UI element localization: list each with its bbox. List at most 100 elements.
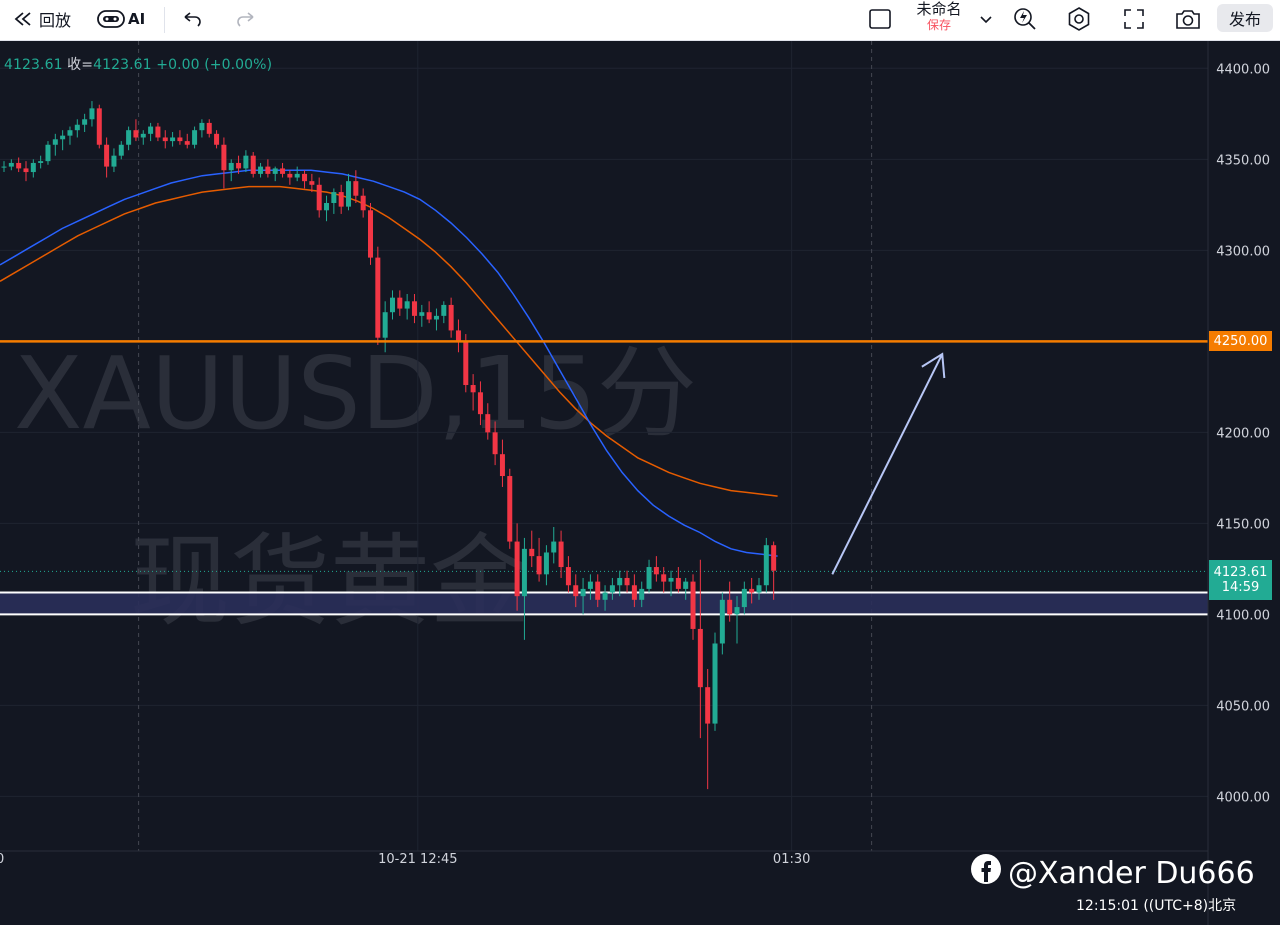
- layout-dropdown-button[interactable]: [978, 4, 994, 34]
- candle-body: [382, 312, 388, 338]
- candle-body: [60, 135, 66, 140]
- undo-icon: [180, 8, 204, 30]
- projection-arrow[interactable]: [831, 352, 946, 575]
- layout-square-button[interactable]: [868, 4, 892, 34]
- candle-body: [177, 137, 183, 142]
- candle-body: [243, 155, 249, 169]
- candle-body: [280, 168, 286, 174]
- candle-body: [675, 577, 681, 589]
- candle-body: [236, 162, 242, 169]
- candle-body: [492, 432, 498, 455]
- candle-body: [727, 599, 733, 615]
- time-axis[interactable]: 0 10-21 12:45 01:30: [0, 852, 1208, 872]
- watermark-name: 现货黄金: [130, 523, 530, 640]
- price-axis[interactable]: 4000.00 4050.00 4100.00 4150.00 4200.00 4250.…: [0, 41, 1270, 925]
- arrow-shaft: [831, 353, 944, 575]
- candle-body: [565, 567, 571, 586]
- candle-body: [426, 312, 432, 320]
- session-clock[interactable]: 12:15:01 ((UTC+8)北京: [1076, 895, 1236, 915]
- candle-body: [433, 315, 439, 320]
- candle-body: [741, 588, 747, 608]
- close-value: 4123.61: [93, 57, 152, 73]
- candle-body: [734, 607, 740, 615]
- price-tick-label: 4400.00: [1216, 62, 1270, 77]
- settings-button[interactable]: [1066, 4, 1092, 34]
- redo-icon: [234, 8, 258, 30]
- square-icon: [868, 7, 892, 31]
- snapshot-button[interactable]: [1174, 4, 1202, 34]
- layout-name-button[interactable]: 未命名 保存: [908, 0, 970, 32]
- candle-body: [756, 585, 762, 593]
- fullscreen-icon: [1122, 7, 1146, 31]
- top-toolbar: 回放 AI 未命名 保存: [0, 0, 1280, 41]
- candle-body: [609, 585, 615, 593]
- ai-button[interactable]: AI: [96, 4, 145, 34]
- clock-timezone: ((UTC+8)北京: [1143, 898, 1237, 914]
- candle-body: [668, 577, 674, 582]
- facebook-icon: [970, 853, 1002, 893]
- candle-body: [140, 133, 146, 138]
- quick-search-button[interactable]: [1012, 4, 1038, 34]
- candle-body: [324, 203, 330, 211]
- candle-body: [16, 162, 22, 169]
- candle-body: [448, 304, 454, 331]
- candle-body: [763, 545, 769, 586]
- candle-body: [8, 162, 14, 167]
- candle-body: [118, 144, 124, 156]
- price-tick-label: 4150.00: [1216, 517, 1270, 532]
- candle-body: [653, 567, 659, 575]
- candle-body: [397, 297, 403, 309]
- candle-body: [499, 454, 505, 477]
- candle-body: [199, 122, 205, 131]
- arrow-head: [921, 352, 946, 379]
- candle-body: [404, 301, 410, 309]
- first-value: 4123.61: [4, 57, 63, 73]
- camera-icon: [1174, 7, 1202, 31]
- candle-body: [206, 122, 212, 134]
- candle-body: [705, 687, 711, 724]
- candle-body: [221, 144, 227, 171]
- price-tick-label: 4300.00: [1216, 244, 1270, 259]
- redo-button[interactable]: [234, 4, 258, 34]
- candle-body: [338, 192, 344, 207]
- replay-button[interactable]: 回放: [12, 4, 71, 34]
- search-bolt-icon: [1012, 6, 1038, 32]
- watermark-symbol: XAUUSD,15分: [14, 335, 697, 452]
- candle-body: [485, 414, 491, 433]
- current-price-tag: 4123.61 14:59: [1209, 560, 1272, 601]
- candle-body: [521, 548, 527, 597]
- fullscreen-button[interactable]: [1122, 4, 1146, 34]
- time-tick-label: 0: [0, 852, 5, 867]
- candle-body: [368, 210, 373, 258]
- candle-body: [463, 341, 469, 386]
- candle-body: [595, 581, 601, 600]
- candle-body: [52, 139, 58, 145]
- candle-body: [67, 130, 73, 136]
- candle-body: [192, 130, 198, 145]
- candle-body: [543, 552, 549, 575]
- candle-body: [309, 181, 315, 185]
- candle-body: [170, 137, 176, 142]
- candle-body: [346, 181, 352, 207]
- candle-body: [316, 184, 322, 211]
- price-tick-label: 4200.00: [1216, 426, 1270, 441]
- candle-body: [683, 581, 689, 589]
- price-chart[interactable]: XAUUSD,15分 现货黄金 4000.00 4050.00 4100.00 415…: [0, 41, 1280, 925]
- candle-body: [661, 574, 667, 582]
- candle-body: [536, 556, 542, 575]
- candle-body: [697, 628, 703, 688]
- current-price-value: 4123.61: [1213, 565, 1268, 581]
- candle-body: [162, 137, 168, 142]
- candle-body: [96, 108, 102, 145]
- price-tick-label: 4350.00: [1216, 153, 1270, 168]
- undo-button[interactable]: [180, 4, 204, 34]
- time-tick-label: 10-21 12:45: [378, 852, 458, 867]
- candle-body: [104, 144, 110, 167]
- candle-body: [749, 588, 755, 593]
- toolbar-divider: [164, 7, 165, 33]
- candle-body: [690, 581, 696, 629]
- publish-button[interactable]: 发布: [1217, 4, 1273, 32]
- candle-body: [441, 304, 447, 316]
- candle-body: [82, 119, 88, 125]
- close-label: 收=: [67, 57, 94, 73]
